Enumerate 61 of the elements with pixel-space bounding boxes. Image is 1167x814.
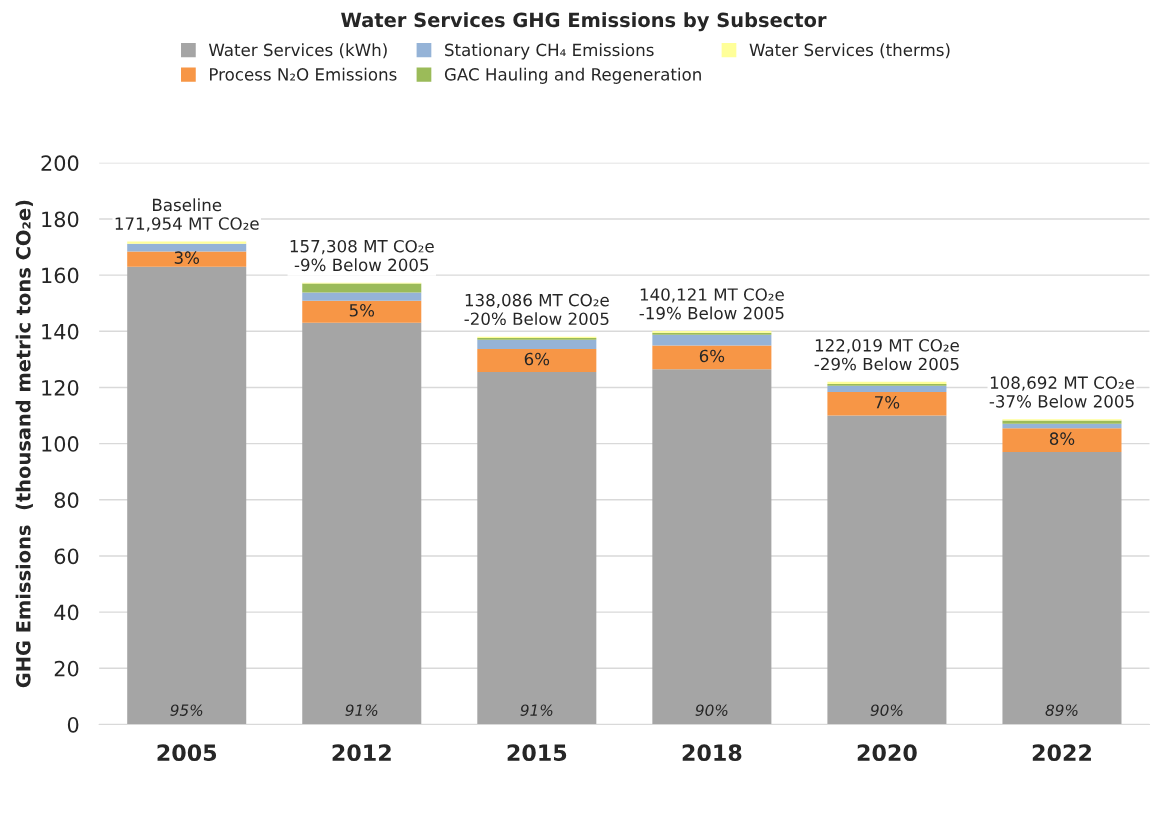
total-label: 108,692 MT CO₂e -37% Below 2005 (989, 376, 1134, 408)
bar (1002, 428, 1122, 453)
y-tick-label: 60 (54, 548, 79, 565)
annotation: 90% (870, 704, 903, 716)
total-label: 157,308 MT CO₂e -9% Below 2005 (290, 239, 434, 272)
bar (652, 345, 772, 370)
y-tick-label: 100 (42, 436, 79, 452)
bar (302, 292, 422, 301)
bar (477, 372, 597, 725)
x-tick-label: 2022 (1032, 744, 1091, 762)
legend-label: Stationary CH₄ Emissions (445, 43, 654, 60)
bar (827, 415, 947, 725)
x-tick-label: 2018 (682, 744, 742, 762)
annotation: 8% (1049, 432, 1075, 445)
y-tick-label: 200 (41, 155, 79, 172)
legend-label: Water Services (kWh) (208, 43, 387, 59)
bar (127, 243, 247, 252)
bar (127, 266, 247, 725)
annotation: 7% (875, 395, 900, 409)
y-tick-label: 120 (42, 379, 79, 396)
y-tick-label: 140 (42, 323, 79, 340)
bar (302, 300, 422, 323)
legend-label: Water Services (therms) (749, 43, 950, 59)
y-tick-label: 40 (54, 604, 79, 621)
total-label: 138,086 MT CO₂e -20% Below 2005 (464, 293, 609, 326)
annotation: 6% (699, 349, 725, 363)
annotation: 3% (174, 251, 200, 264)
total-label: 122,019 MT CO₂e -29% Below 2005 (814, 339, 959, 371)
bar (302, 322, 422, 725)
x-tick-label: 2015 (507, 744, 567, 762)
y-tick-label: 0 (67, 716, 79, 733)
bar (302, 283, 422, 293)
annotation: 91% (520, 704, 553, 716)
y-tick-label: 80 (54, 492, 79, 509)
annotation: 95% (170, 704, 203, 716)
annotation: 89% (1045, 704, 1078, 716)
bar (827, 385, 947, 392)
x-tick-label: 2005 (157, 744, 217, 762)
bar (652, 369, 772, 725)
bar (827, 391, 947, 416)
bar (127, 251, 247, 267)
total-label: 140,121 MT CO₂e -19% Below 2005 (639, 288, 784, 320)
y-axis-title: GHG Emissions (thousand metric tons CO₂e) (15, 200, 33, 688)
total-label: Baseline 171,954 MT CO₂e (115, 198, 259, 232)
annotation: 90% (695, 704, 728, 716)
y-tick-label: 20 (54, 660, 79, 677)
annotation: 91% (345, 704, 378, 716)
bar (477, 348, 597, 373)
legend-label: GAC Hauling and Regeneration (444, 67, 701, 84)
y-tick-label: 180 (42, 211, 79, 228)
bar (477, 339, 597, 349)
legend-label: Process N₂O Emissions (210, 67, 397, 81)
chart-title: Water Services GHG Emissions by Subsector (341, 12, 827, 32)
bar (1002, 452, 1122, 725)
x-tick-label: 2012 (332, 744, 391, 762)
bar (652, 334, 772, 346)
x-tick-label: 2020 (857, 744, 917, 762)
annotation: 5% (349, 304, 375, 317)
annotation: 6% (524, 352, 550, 366)
bar (127, 241, 247, 244)
y-tick-label: 160 (42, 267, 79, 284)
